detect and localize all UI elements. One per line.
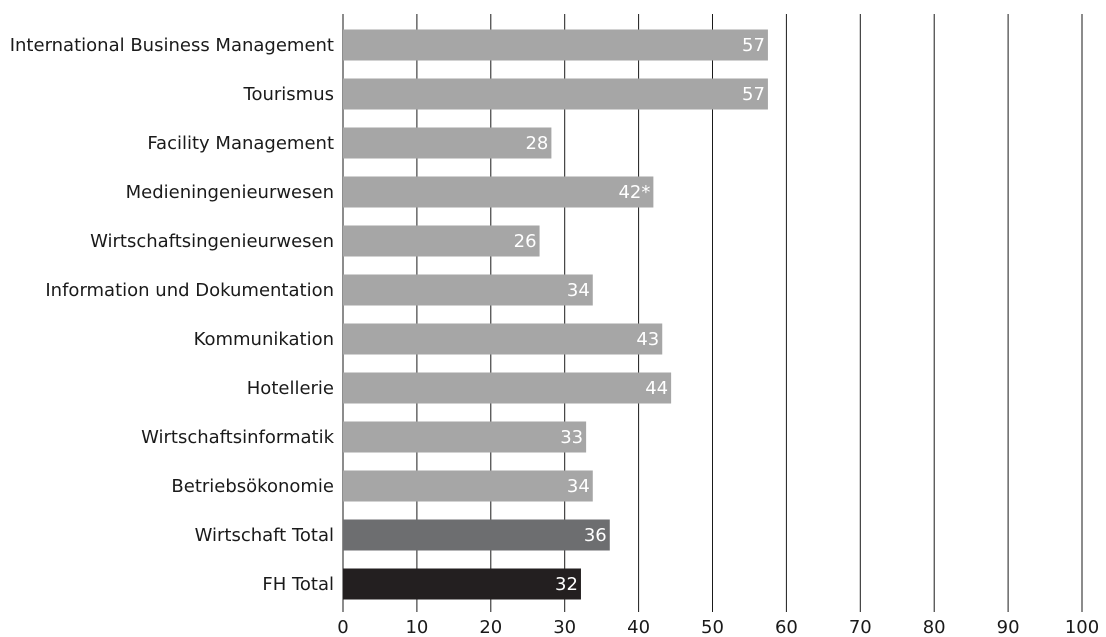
x-tick-label: 90	[997, 617, 1020, 637]
x-tick-label: 60	[775, 617, 798, 637]
category-label: Kommunikation	[194, 329, 334, 350]
x-tick-label: 50	[701, 617, 724, 637]
category-label: International Business Management	[10, 35, 334, 56]
value-label: 32	[555, 574, 578, 595]
value-label: 34	[567, 280, 590, 301]
bar	[343, 323, 663, 355]
value-label: 43	[636, 329, 659, 350]
category-label: Facility Management	[147, 133, 334, 154]
category-labels: International Business Management Tourism…	[10, 35, 335, 595]
value-label: 33	[560, 427, 583, 448]
category-label: Betriebsökonomie	[171, 476, 334, 497]
x-tick-label: 0	[337, 617, 348, 637]
value-label: 36	[584, 525, 607, 546]
category-label: Medieningenieurwesen	[126, 182, 334, 203]
bar	[343, 568, 581, 600]
bar	[343, 176, 654, 208]
value-label: 57	[742, 35, 765, 56]
x-tick-label: 20	[479, 617, 502, 637]
x-axis-ticks: 0 10 20 30 40 50 60 70 80 90 100	[337, 617, 1099, 637]
category-label: Tourismus	[243, 84, 334, 105]
bar	[343, 127, 552, 159]
x-tick-label: 100	[1065, 617, 1099, 637]
category-label: Information und Dokumentation	[45, 280, 334, 301]
bar	[343, 372, 672, 404]
value-label: 44	[645, 378, 668, 399]
category-label: Hotellerie	[247, 378, 334, 399]
bar	[343, 519, 610, 551]
value-label: 34	[567, 476, 590, 497]
x-tick-label: 10	[405, 617, 428, 637]
value-labels: 57 57 28 42* 26 34 43 44 33 34 36 32	[514, 35, 765, 595]
x-tick-label: 40	[627, 617, 650, 637]
bar	[343, 225, 540, 257]
value-label: 57	[742, 84, 765, 105]
bar	[343, 274, 593, 306]
x-tick-label: 70	[849, 617, 872, 637]
value-label: 26	[514, 231, 537, 252]
value-label: 28	[525, 133, 548, 154]
category-label: Wirtschaftsingenieurwesen	[90, 231, 334, 252]
category-label: Wirtschaft Total	[195, 525, 334, 546]
bars	[343, 29, 768, 600]
bar	[343, 29, 768, 61]
bar	[343, 421, 587, 453]
grid-lines	[342, 14, 1083, 612]
bar	[343, 78, 768, 110]
category-label: Wirtschaftsinformatik	[141, 427, 334, 448]
x-tick-label: 30	[553, 617, 576, 637]
bar	[343, 470, 593, 502]
category-label: FH Total	[262, 574, 334, 595]
value-label: 42*	[618, 182, 650, 203]
x-tick-label: 80	[923, 617, 946, 637]
